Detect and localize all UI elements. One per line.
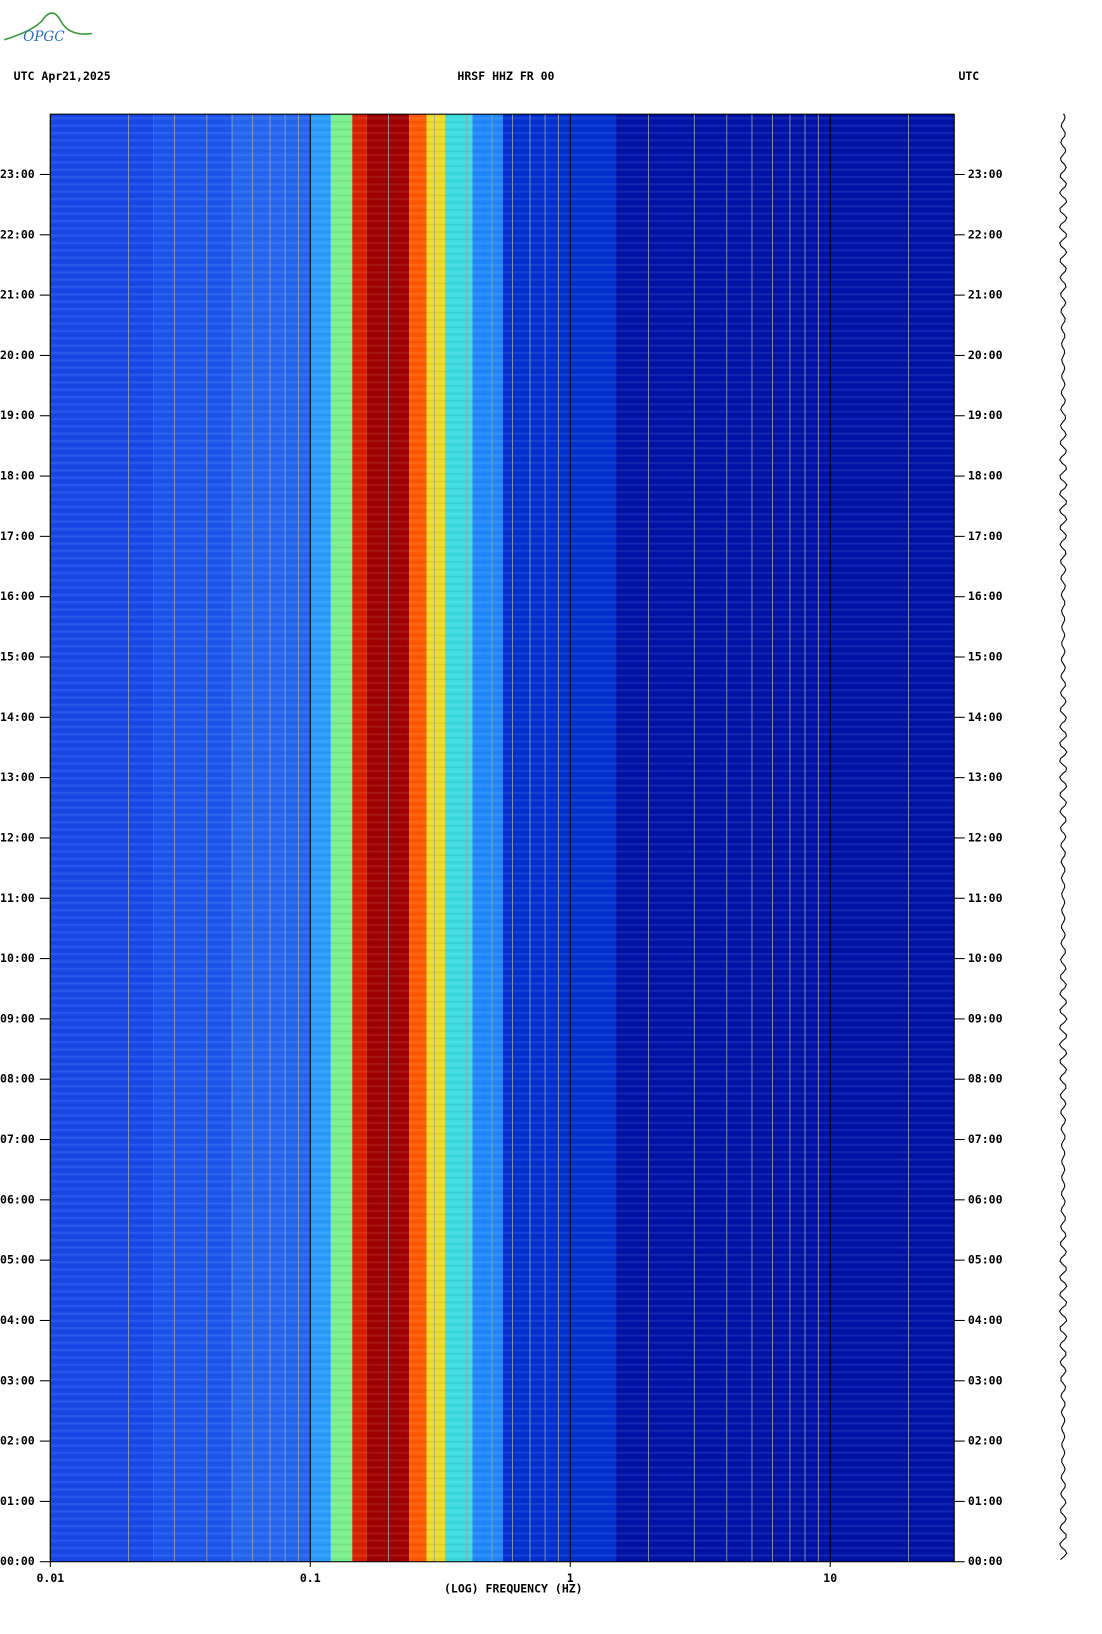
y-tick-label: 10:00 [968, 951, 1003, 965]
y-tick-label: 19:00 [968, 408, 1003, 422]
right-label: UTC [958, 69, 979, 83]
chart-title: HRSF HHZ FR 00 [457, 69, 554, 83]
y-tick-label: 03:00 [968, 1373, 1003, 1387]
y-tick-label: 16:00 [968, 589, 1003, 603]
y-tick-label: 14:00 [968, 710, 1003, 724]
y-tick-label: 18:00 [0, 469, 35, 483]
y-tick-label: 18:00 [968, 469, 1003, 483]
logo: OPGC [23, 29, 65, 45]
y-tick-label: 06:00 [0, 1192, 35, 1206]
y-tick-label: 23:00 [0, 167, 35, 181]
y-tick-label: 08:00 [0, 1072, 35, 1086]
y-tick-label: 02:00 [968, 1434, 1003, 1448]
y-tick-label: 04:00 [968, 1313, 1003, 1327]
seismogram-trace [1058, 113, 1068, 1561]
texture [50, 114, 955, 1562]
logo-mark [4, 12, 93, 41]
y-tick-label: 11:00 [0, 891, 35, 905]
y-tick-label: 12:00 [968, 830, 1003, 844]
y-tick-label: 23:00 [968, 167, 1003, 181]
left-label: UTC Apr21,2025 [14, 69, 111, 83]
y-tick-label: 16:00 [0, 589, 35, 603]
y-tick-label: 06:00 [968, 1192, 1003, 1206]
y-tick-label: 03:00 [0, 1373, 35, 1387]
y-tick-label: 08:00 [968, 1072, 1003, 1086]
y-tick-label: 17:00 [0, 529, 35, 543]
y-tick-label: 19:00 [0, 408, 35, 422]
x-tick-label: 0.1 [300, 1571, 321, 1585]
y-tick-label: 00:00 [968, 1554, 1003, 1568]
y-tick-label: 22:00 [968, 227, 1003, 241]
y-tick-label: 20:00 [968, 348, 1003, 362]
plot-frame [49, 113, 955, 1563]
y-tick-label: 20:00 [0, 348, 35, 362]
x-tick-label: 0.01 [36, 1571, 64, 1585]
y-tick-label: 15:00 [968, 650, 1003, 664]
y-tick-label: 07:00 [0, 1132, 35, 1146]
y-tick-label: 11:00 [968, 891, 1003, 905]
y-tick-label: 05:00 [968, 1253, 1003, 1267]
x-tick-label: 1 [567, 1571, 574, 1585]
y-tick-label: 10:00 [0, 951, 35, 965]
y-tick-label: 13:00 [0, 770, 35, 784]
y-tick-label: 09:00 [968, 1011, 1003, 1025]
y-tick-label: 21:00 [968, 288, 1003, 302]
y-tick-label: 01:00 [968, 1494, 1003, 1508]
y-tick-label: 07:00 [968, 1132, 1003, 1146]
y-tick-label: 12:00 [0, 830, 35, 844]
y-tick-label: 15:00 [0, 650, 35, 664]
y-tick-label: 04:00 [0, 1313, 35, 1327]
y-tick-label: 21:00 [0, 288, 35, 302]
x-tick-label: 10 [823, 1571, 837, 1585]
y-tick-label: 09:00 [0, 1011, 35, 1025]
y-tick-label: 13:00 [968, 770, 1003, 784]
x-axis-label: (LOG) FREQUENCY (HZ) [444, 1581, 583, 1595]
y-tick-label: 05:00 [0, 1253, 35, 1267]
y-tick-label: 01:00 [0, 1494, 35, 1508]
y-tick-label: 14:00 [0, 710, 35, 724]
y-tick-label: 02:00 [0, 1434, 35, 1448]
y-tick-label: 22:00 [0, 227, 35, 241]
y-tick-label: 00:00 [0, 1554, 35, 1568]
y-tick-label: 17:00 [968, 529, 1003, 543]
